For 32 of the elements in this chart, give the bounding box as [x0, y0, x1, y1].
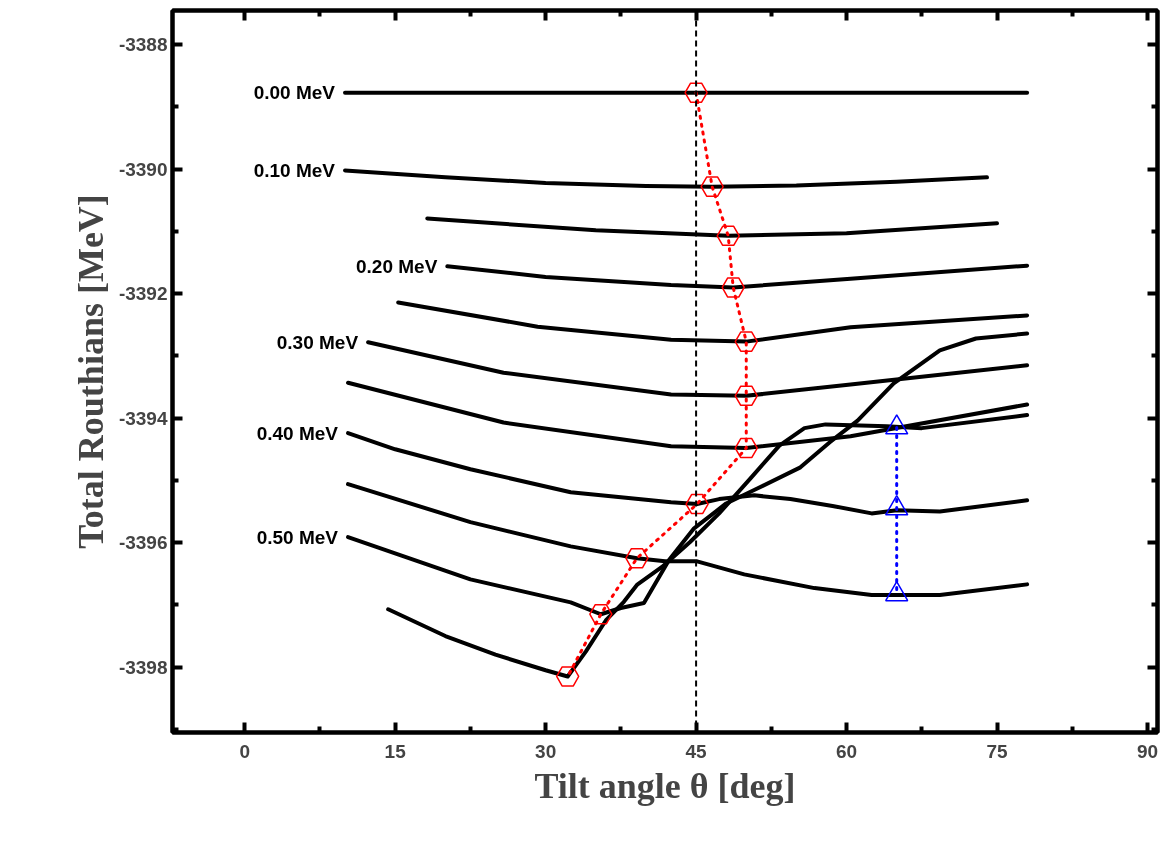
series-label: 0.30 MeV: [276, 331, 359, 353]
point: [734, 385, 758, 407]
y-tick-label: -3388: [118, 34, 168, 56]
point: [700, 176, 724, 197]
point: [734, 437, 758, 459]
point: [589, 603, 613, 625]
series-label: 0.00 MeV: [253, 82, 336, 104]
point: [684, 82, 708, 103]
series-label: 0.50 MeV: [256, 526, 339, 548]
point: [734, 331, 758, 352]
point: [555, 666, 580, 687]
x-tick-label: 45: [685, 740, 708, 762]
x-tick-label: 60: [835, 740, 858, 762]
x-tick-label: 30: [535, 740, 557, 762]
x-tick-label: 15: [384, 740, 407, 762]
series-label: 0.10 MeV: [253, 159, 336, 181]
y-axis-title: Total Routhians [MeV]: [70, 194, 111, 549]
x-axis-title: Tilt angle θ [deg]: [534, 765, 796, 806]
x-tick-label: 75: [986, 740, 1009, 762]
point: [721, 277, 745, 298]
series-label: 0.40 MeV: [256, 422, 339, 444]
y-tick-label: -3396: [118, 532, 168, 554]
x-tick-label: 90: [1136, 740, 1159, 762]
point: [625, 547, 649, 569]
y-tick-label: -3392: [118, 283, 168, 305]
point: [716, 225, 740, 247]
series-label: 0.20 MeV: [356, 255, 438, 277]
y-tick-label: -3398: [118, 656, 168, 678]
y-tick-label: -3390: [118, 158, 168, 180]
y-tick-label: -3394: [118, 407, 168, 429]
x-tick-label: 0: [239, 740, 251, 762]
point: [685, 493, 709, 515]
